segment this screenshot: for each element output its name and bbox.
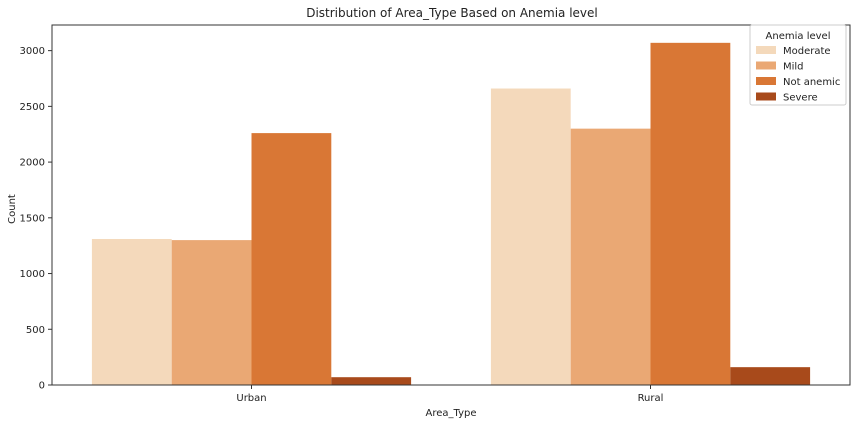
chart-title: Distribution of Area_Type Based on Anemi… bbox=[306, 6, 598, 20]
y-tick-label: 3000 bbox=[20, 46, 45, 57]
bar-rural-mild bbox=[570, 128, 651, 385]
bar-urban-mild bbox=[171, 240, 252, 385]
legend-label: Mild bbox=[783, 62, 804, 73]
legend-item: Severe bbox=[756, 92, 818, 104]
legend: Anemia level Moderate Mild Not anemic Sever… bbox=[749, 24, 847, 106]
y-tick-label: 1000 bbox=[20, 269, 45, 280]
legend-swatch bbox=[756, 46, 776, 54]
bar-urban-moderate bbox=[91, 238, 172, 385]
plot-frame bbox=[51, 24, 851, 386]
y-tick-label: 500 bbox=[26, 325, 45, 336]
bar-rural-severe bbox=[730, 367, 811, 385]
legend-item: Mild bbox=[756, 61, 804, 73]
legend-swatch bbox=[756, 92, 776, 101]
legend-label: Severe bbox=[783, 93, 818, 104]
y-tick-label: 0 bbox=[39, 381, 45, 392]
y-tick-label: 2500 bbox=[20, 102, 45, 113]
legend-title: Anemia level bbox=[766, 31, 831, 42]
y-tick-label: 1500 bbox=[20, 213, 45, 224]
legend-swatch bbox=[756, 61, 776, 70]
legend-label: Not anemic bbox=[783, 77, 840, 88]
legend-items: Moderate Mild Not anemic Severe bbox=[756, 46, 840, 104]
x-tick-label: Urban bbox=[236, 393, 266, 404]
bar-rural-moderate bbox=[490, 88, 571, 385]
legend-swatch bbox=[756, 77, 776, 85]
x-tick-label: Rural bbox=[638, 393, 664, 404]
bar-urban-not-anemic bbox=[251, 133, 332, 385]
bar-urban-severe bbox=[331, 377, 412, 385]
bars-layer bbox=[91, 42, 811, 385]
y-axis-label: Count bbox=[7, 194, 18, 224]
bar-rural-not-anemic bbox=[650, 42, 731, 385]
y-tick-label: 2000 bbox=[20, 158, 45, 169]
axes-layer: 0 500 1000 1500 2000 2500 3000 Urban Rural bbox=[20, 24, 851, 404]
legend-item: Not anemic bbox=[756, 77, 840, 88]
legend-label: Moderate bbox=[783, 46, 831, 57]
legend-item: Moderate bbox=[756, 46, 831, 57]
x-axis-label: Area_Type bbox=[426, 408, 477, 419]
